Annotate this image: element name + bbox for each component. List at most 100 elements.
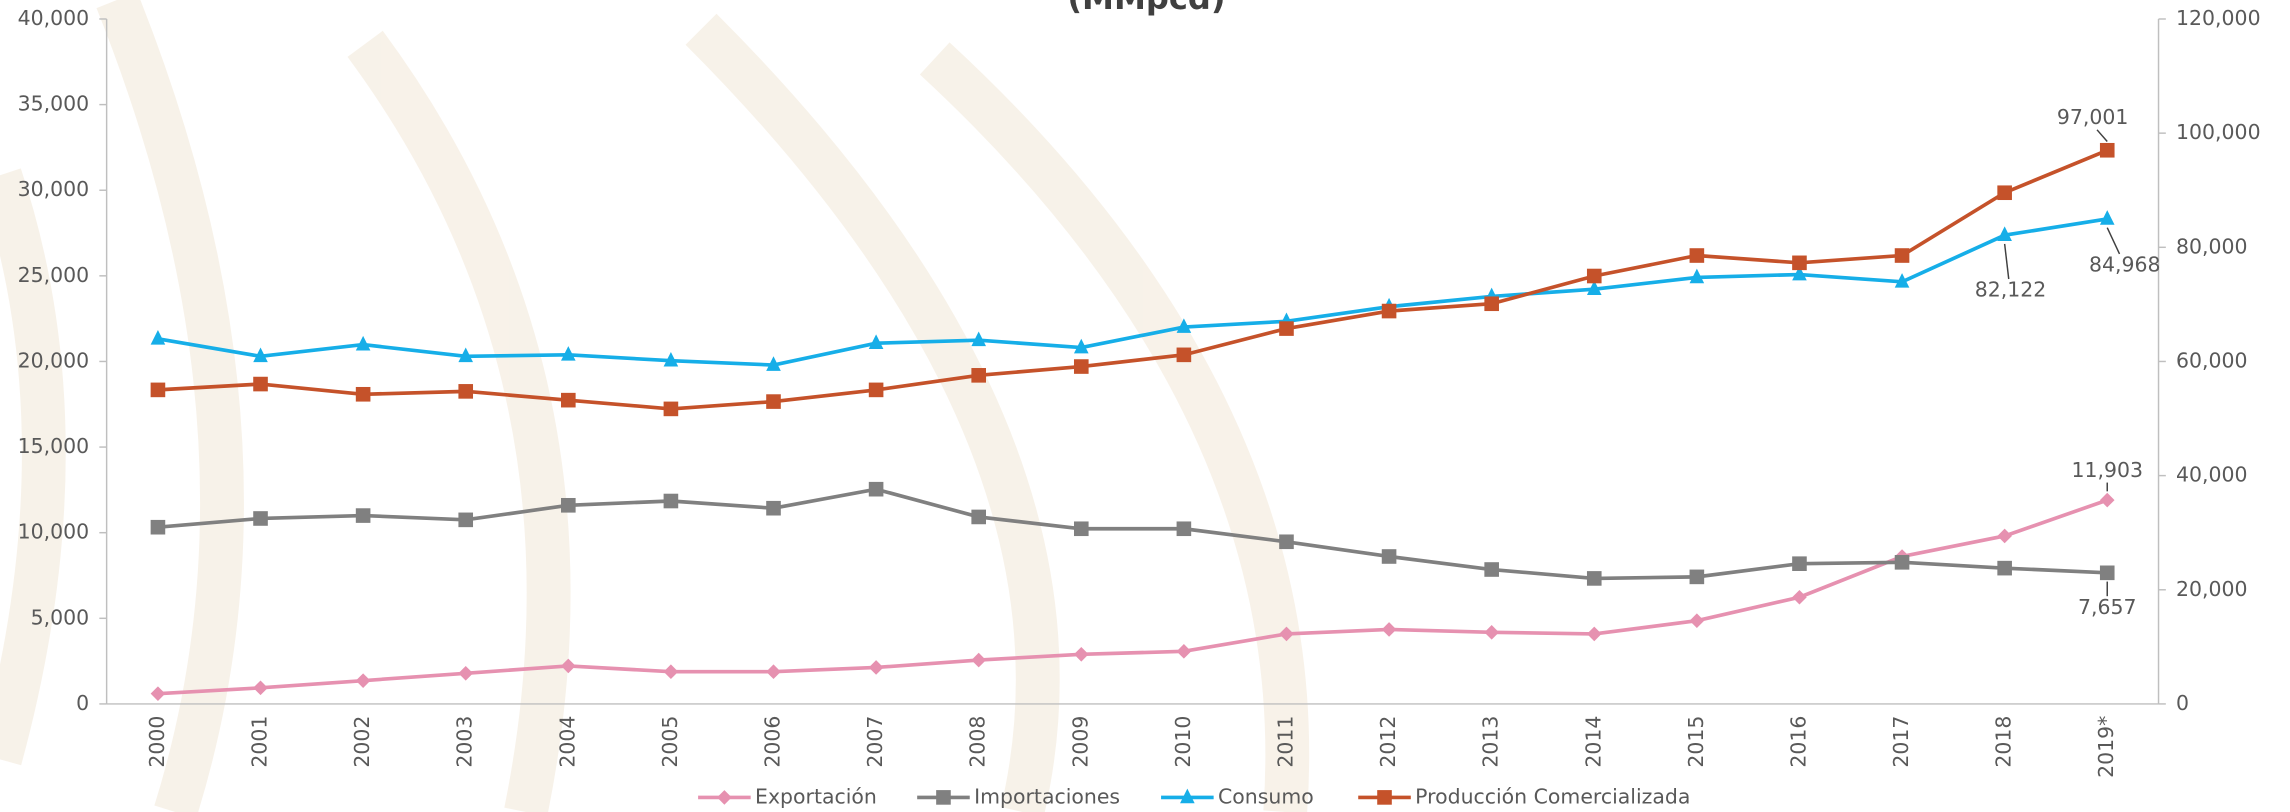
x-tick-label: 2018: [1992, 716, 2016, 768]
marker: [1279, 321, 1294, 336]
marker: [1381, 549, 1397, 564]
marker: [1689, 268, 1705, 284]
data-label: 97,001: [2057, 105, 2129, 129]
marker: [1792, 255, 1807, 271]
marker: [355, 386, 371, 402]
y2-tick-label: 0: [2176, 691, 2189, 715]
x-tick-label: 2006: [761, 716, 785, 768]
y-tick-label: 15,000: [18, 434, 90, 458]
marker: [971, 331, 986, 347]
y2-tick-label: 40,000: [2176, 463, 2248, 487]
legend-item: Exportación: [698, 784, 877, 808]
marker: [1792, 556, 1807, 571]
marker: [663, 664, 679, 680]
marker: [561, 392, 576, 408]
marker: [458, 384, 474, 399]
leader-line: [2106, 227, 2121, 255]
marker: [1894, 248, 1910, 263]
marker: [766, 664, 781, 680]
x-tick-label: 2003: [453, 716, 477, 768]
x-tick-label: 2008: [966, 716, 990, 768]
marker: [253, 347, 268, 363]
marker: [1279, 534, 1294, 550]
line: [157, 498, 2108, 696]
marker: [150, 519, 166, 535]
legend-item: Producción Comercializada: [1358, 784, 1690, 808]
marker: [868, 660, 884, 675]
marker: [663, 401, 679, 417]
marker: [150, 330, 166, 345]
watermark: [0, 0, 1310, 812]
marker: [1176, 521, 1192, 537]
x-tick-label: 2012: [1376, 716, 1400, 768]
marker: [868, 382, 884, 398]
marker: [1894, 273, 1910, 288]
y2-tick-label: 80,000: [2176, 234, 2248, 258]
marker: [1381, 303, 1397, 319]
marker: [1073, 646, 1089, 662]
marker: [561, 497, 576, 513]
legend-label: Exportación: [755, 784, 877, 808]
marker: [1484, 625, 1499, 640]
y2-tick-label: 20,000: [2176, 577, 2248, 601]
x-tick-label: 2009: [1068, 716, 1092, 768]
marker: [1586, 571, 1602, 586]
data-label: 7,657: [2078, 595, 2137, 619]
x-tick-label: 2017: [1889, 716, 1913, 768]
x-tick-label: 2001: [248, 716, 272, 768]
marker: [1689, 569, 1705, 585]
line: [157, 487, 2108, 581]
marker: [1073, 359, 1089, 374]
marker: [766, 356, 781, 371]
marker: [2099, 492, 2115, 508]
legend-item: Consumo: [1161, 784, 1314, 808]
x-tick-label: 2016: [1786, 716, 1810, 768]
legend-item: Importaciones: [917, 784, 1120, 808]
x-tick-label: 2014: [1581, 716, 1605, 768]
marker: [253, 680, 268, 696]
marker: [1997, 185, 2012, 201]
y-tick-label: 35,000: [18, 92, 90, 116]
marker: [868, 481, 884, 497]
y-tick-label: 30,000: [18, 177, 90, 201]
marker: [458, 665, 474, 681]
series: 11,903: [150, 458, 2143, 701]
chart-title: (MMpcd): [1067, 0, 1225, 17]
marker: [2099, 210, 2115, 225]
marker: [1689, 613, 1705, 629]
marker: [1792, 265, 1807, 281]
marker: [561, 346, 576, 361]
marker: [868, 334, 884, 350]
marker: [1176, 347, 1192, 363]
marker: [1484, 296, 1499, 312]
series: 7,657: [150, 481, 2137, 619]
y-tick-label: 0: [76, 691, 89, 715]
marker: [1073, 521, 1089, 537]
legend-label: Consumo: [1218, 784, 1314, 808]
data-label: 82,122: [1975, 278, 2047, 302]
marker: [971, 652, 986, 668]
line: [157, 217, 2108, 367]
y-tick-label: 5,000: [31, 605, 90, 629]
x-tick-label: 2000: [145, 716, 169, 768]
y-tick-label: 20,000: [18, 348, 90, 372]
y2-tick-label: 100,000: [2176, 120, 2261, 144]
marker: [458, 512, 474, 528]
marker: [1997, 226, 2012, 242]
legend-label: Importaciones: [974, 784, 1120, 808]
line: [157, 148, 2108, 411]
marker: [971, 368, 986, 383]
leader-line: [2096, 129, 2108, 142]
marker: [663, 493, 679, 509]
marker: [1073, 338, 1089, 354]
data-label: 84,968: [2089, 253, 2161, 277]
x-tick-label: 2002: [350, 716, 374, 768]
marker: [150, 382, 166, 398]
marker: [1279, 626, 1294, 642]
legend-marker: [936, 790, 951, 805]
marker: [458, 347, 474, 363]
marker: [663, 351, 679, 367]
marker: [1381, 622, 1397, 637]
series: 97,001: [150, 105, 2129, 417]
